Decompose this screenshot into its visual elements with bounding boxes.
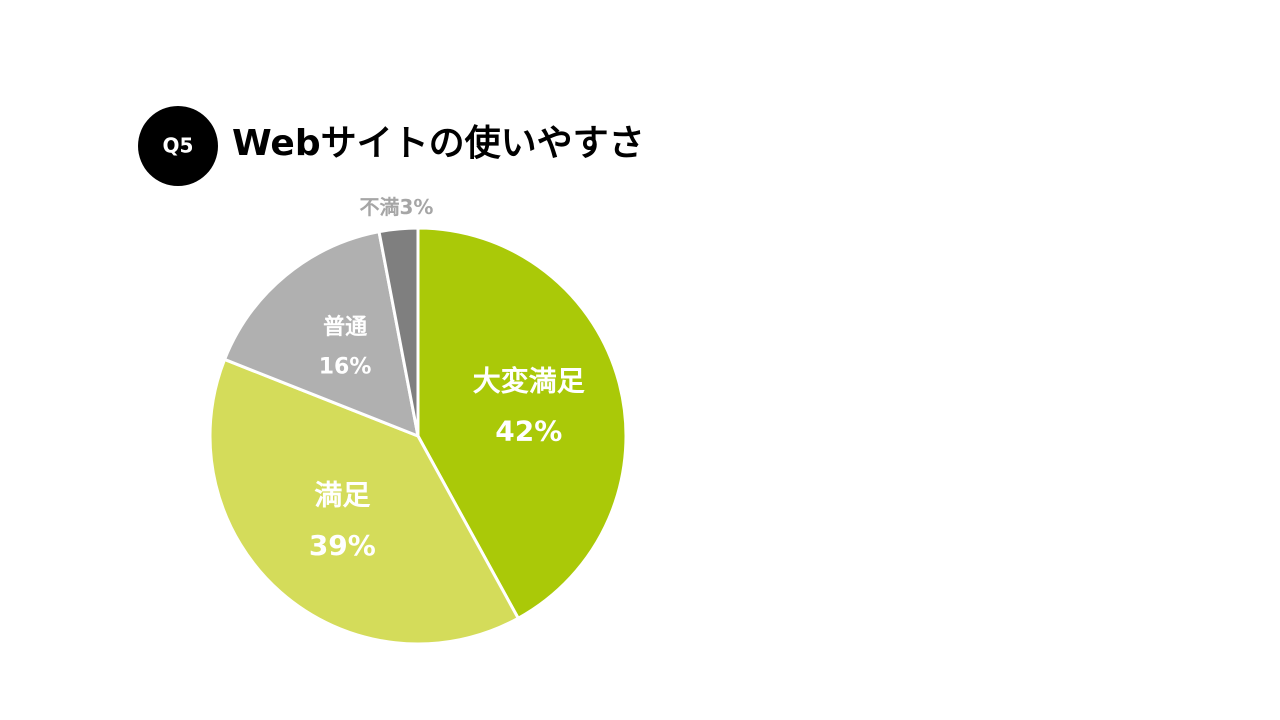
data-label: 不満3% — [359, 195, 433, 219]
badge-circle — [138, 106, 218, 186]
pie-slice — [416, 226, 628, 621]
category-label: 大変満足 — [473, 364, 585, 397]
category-label: 普通 — [323, 314, 367, 340]
category-label: 不満 — [359, 195, 399, 219]
badge-label: Q5 — [163, 134, 194, 158]
value-label: 16% — [319, 355, 372, 380]
pie-slice — [208, 357, 521, 646]
value-label: 3% — [399, 195, 433, 219]
chart-title: Webサイトの使いやすさ — [232, 123, 645, 164]
value-label: 42% — [495, 415, 562, 448]
pie-slice — [377, 226, 420, 437]
value-label: 39% — [309, 529, 376, 562]
pie-slice — [222, 229, 420, 439]
category-label: 満足 — [314, 479, 370, 512]
